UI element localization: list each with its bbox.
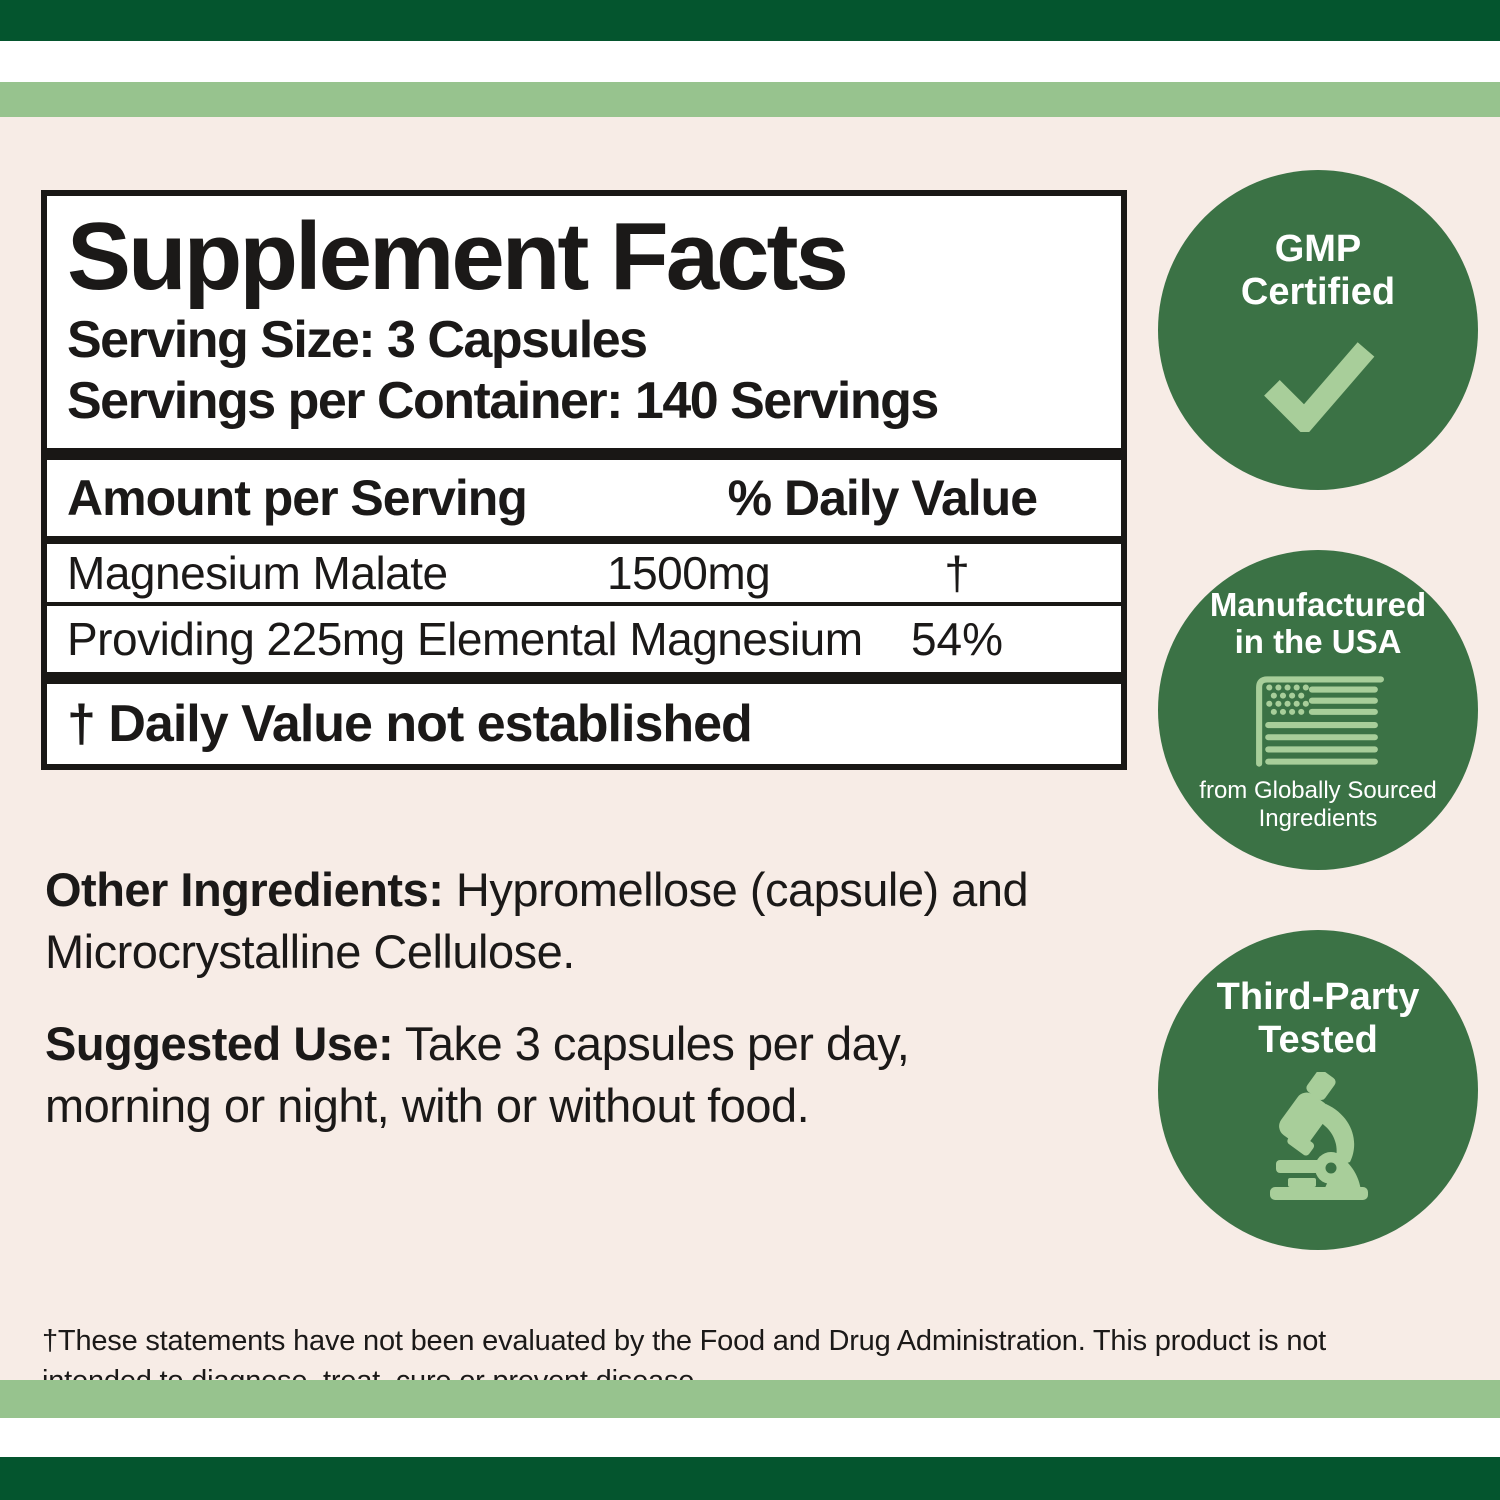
badge-gmp-line1: GMP <box>1274 228 1362 271</box>
daily-value-header: % Daily Value <box>727 470 1038 526</box>
badge-gmp-line2: Certified <box>1240 271 1396 313</box>
badge-usa-line2: in the USA <box>1234 623 1402 661</box>
badge-tested-line1: Third-Party <box>1216 976 1420 1019</box>
top-stripe-white <box>0 41 1500 82</box>
row-name: Magnesium Malate <box>67 547 448 599</box>
badge-usa-subtext2: Ingredients <box>1258 804 1378 832</box>
serving-size: Serving Size: 3 Capsules <box>67 310 648 369</box>
divider-medium <box>47 536 1121 544</box>
bottom-stripe-light-green <box>0 1380 1500 1418</box>
bottom-stripe-white <box>0 1418 1500 1457</box>
suggested-use-text: Take 3 capsules per day, morning or nigh… <box>45 1017 910 1133</box>
facts-column-header-row: Amount per Serving % Daily Value <box>47 460 1121 536</box>
table-row-elemental-magnesium: Providing 225mg Elemental Magnesium 54% <box>47 606 1121 672</box>
usa-flag-icon <box>1256 676 1384 768</box>
row-amount: 1500mg <box>607 547 771 599</box>
badge-manufactured-usa: Manufactured in the USA from Globally So… <box>1158 550 1478 870</box>
microscope-icon <box>1270 1071 1368 1200</box>
badge-tested-line2: Tested <box>1258 1019 1378 1061</box>
table-row-magnesium-malate: Magnesium Malate 1500mg † <box>47 544 1121 602</box>
daily-value-footnote: † Daily Value not established <box>67 695 753 753</box>
row-dv: 54% <box>910 613 1004 665</box>
other-ingredients: Other Ingredients: Hypromellose (capsule… <box>45 859 1085 983</box>
other-ingredients-text: Hypromellose (capsule) and Microcrystall… <box>45 863 1029 979</box>
top-stripe-light-green <box>0 82 1500 117</box>
badge-usa-subtext1: from Globally Sourced <box>1199 777 1437 805</box>
divider-thin <box>47 602 1121 606</box>
other-ingredients-label: Other Ingredients: <box>45 863 444 916</box>
divider-thick <box>47 448 1121 460</box>
badge-third-party-tested: Third-Party Tested <box>1158 930 1478 1250</box>
top-stripe-dark-green <box>0 0 1500 41</box>
row-dv: † <box>944 547 970 599</box>
divider-thick <box>47 672 1121 684</box>
facts-title: Supplement Facts <box>67 203 849 310</box>
checkmark-icon <box>1264 341 1375 432</box>
bottom-stripe-dark-green <box>0 1457 1500 1500</box>
badge-gmp-certified: GMP Certified <box>1158 170 1478 490</box>
suggested-use: Suggested Use: Take 3 capsules per day, … <box>45 1013 1085 1137</box>
suggested-use-label: Suggested Use: <box>45 1017 394 1070</box>
amount-per-serving-header: Amount per Serving <box>67 470 528 526</box>
row-name: Providing 225mg Elemental Magnesium <box>67 613 863 665</box>
supplement-facts-box: Supplement Facts Serving Size: 3 Capsule… <box>41 190 1127 770</box>
servings-per-container: Servings per Container: 140 Servings <box>67 371 939 430</box>
badge-usa-line1: Manufactured <box>1209 586 1427 624</box>
facts-header-section: Supplement Facts Serving Size: 3 Capsule… <box>47 196 1121 448</box>
